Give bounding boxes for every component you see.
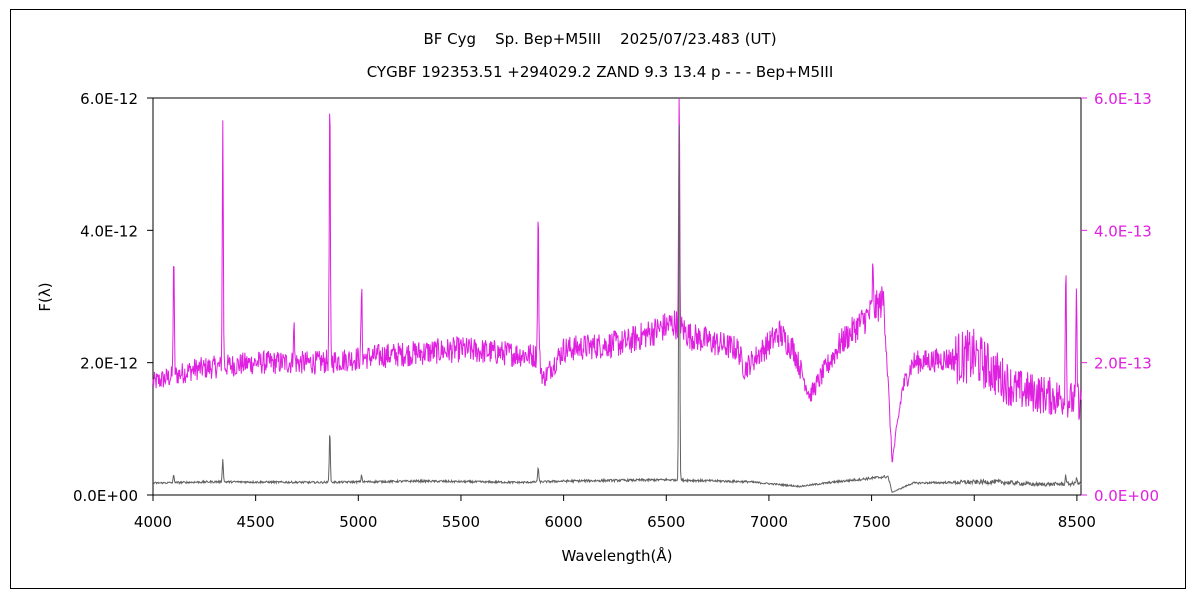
x-tick-label: 6000 xyxy=(545,513,583,531)
y-right-tick-label: 0.0E+00 xyxy=(1094,487,1159,505)
x-tick-label: 8000 xyxy=(955,513,993,531)
series-right-line xyxy=(152,97,1082,463)
series-left-line xyxy=(152,124,1082,493)
x-tick-label: 7500 xyxy=(852,513,890,531)
x-axis-label: Wavelength(Å) xyxy=(562,546,673,565)
x-tick-label: 4500 xyxy=(237,513,275,531)
y-right-tick-label: 6.0E-13 xyxy=(1094,90,1152,108)
chart-title: BF Cyg Sp. Bep+M5III 2025/07/23.483 (UT) xyxy=(423,30,776,48)
y-right-tick-label: 2.0E-13 xyxy=(1094,355,1152,373)
x-tick-label: 7000 xyxy=(750,513,788,531)
plot-area: 4000 4500 5000 5500 6000 6500 7000 7500 8000 8500… xyxy=(73,90,1159,531)
y-left-tick-label: 0.0E+00 xyxy=(73,487,138,505)
chart-subtitle: CYGBF 192353.51 +294029.2 ZAND 9.3 13.4 … xyxy=(367,63,834,81)
x-tick-label: 5000 xyxy=(339,513,377,531)
y-left-tick-label: 2.0E-12 xyxy=(80,355,138,373)
y-axis-label: F(λ) xyxy=(36,282,54,311)
y-left-tick-label: 6.0E-12 xyxy=(80,90,138,108)
y-left-tick-label: 4.0E-12 xyxy=(80,222,138,240)
y-right-tick-label: 4.0E-13 xyxy=(1094,222,1152,240)
plot-border xyxy=(152,97,1082,496)
x-tick-label: 8500 xyxy=(1058,513,1096,531)
x-tick-label: 6500 xyxy=(647,513,685,531)
x-tick-label: 5500 xyxy=(442,513,480,531)
x-tick-label: 4000 xyxy=(134,513,172,531)
chart-frame xyxy=(10,9,1186,589)
